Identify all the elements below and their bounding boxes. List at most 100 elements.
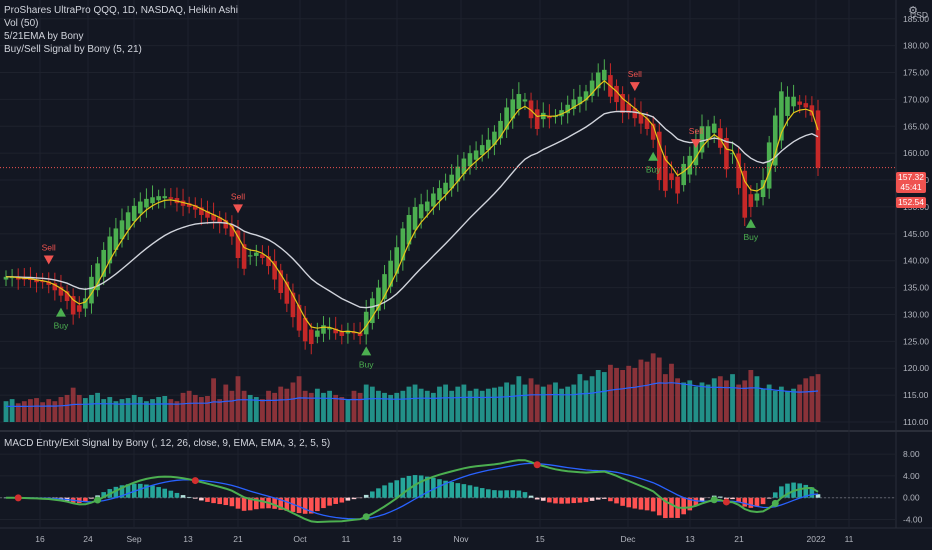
macd-histogram-bar <box>363 494 369 498</box>
macd-histogram-bar <box>754 497 760 507</box>
candle-body <box>626 103 632 113</box>
candle-body <box>199 207 204 215</box>
candle-body <box>522 99 528 102</box>
candle-body <box>595 72 601 89</box>
volume-bar <box>546 384 552 422</box>
candle-body <box>650 123 656 140</box>
candle-body <box>9 276 15 279</box>
macd-tick-label: 8.00 <box>903 449 920 459</box>
macd-histogram-bar <box>559 497 564 504</box>
candle-body <box>644 118 650 129</box>
volume-bar <box>394 392 400 422</box>
candle-body <box>565 104 570 114</box>
price-tick-label: 165.00 <box>903 121 929 131</box>
macd-histogram-bar <box>382 485 387 498</box>
volume-bar <box>131 394 137 422</box>
macd-histogram-bar <box>180 495 186 498</box>
time-tick-label: 24 <box>83 534 93 544</box>
volume-ma-line <box>5 382 819 407</box>
candle-body <box>254 252 259 256</box>
volume-bar <box>717 376 723 422</box>
macd-histogram-bar <box>119 485 125 498</box>
volume-bar <box>620 370 626 422</box>
price-tick-label: 175.00 <box>903 68 929 78</box>
volume-bar <box>113 401 119 422</box>
volume-bar <box>791 388 796 422</box>
volume-bar <box>89 394 94 422</box>
macd-histogram-bar <box>308 497 314 514</box>
volume-bar <box>186 390 192 422</box>
macd-histogram-bar <box>528 495 534 498</box>
time-tick-label: 19 <box>392 534 402 544</box>
legend-vol[interactable]: Vol (50) <box>4 18 39 29</box>
volume-bar <box>626 365 632 422</box>
candle-body <box>83 298 88 309</box>
candle-body <box>406 215 412 245</box>
candle-body <box>370 298 375 324</box>
volume-bar <box>260 399 265 422</box>
candle-body <box>76 305 82 312</box>
macd-cross-dot <box>533 461 541 469</box>
macd-histogram-bar <box>95 495 100 498</box>
candle-body <box>131 205 137 222</box>
macd-histogram-bar <box>516 490 522 498</box>
macd-histogram-bar <box>406 475 412 498</box>
candle-body <box>589 80 595 96</box>
volume-bar <box>785 390 790 422</box>
candle-body <box>559 110 564 117</box>
macd-histogram-bar <box>217 497 222 505</box>
time-tick-label: 11 <box>845 534 854 544</box>
legend-ema[interactable]: 5/21EMA by Bony <box>4 31 84 42</box>
candle-body <box>479 145 485 156</box>
volume-bar <box>724 380 729 422</box>
volume-bar <box>473 388 479 422</box>
candle-body <box>278 270 284 293</box>
macd-histogram-bar <box>351 497 357 500</box>
volume-bar <box>52 401 58 422</box>
candle-body <box>217 217 222 224</box>
legend-macd[interactable]: MACD Entry/Exit Signal by Bony (, 12, 26… <box>4 438 331 449</box>
macd-histogram-bar <box>473 486 479 498</box>
volume-bar <box>333 394 339 422</box>
candle-body <box>211 214 216 221</box>
volume-bar <box>119 399 125 422</box>
volume-bar <box>638 359 644 422</box>
volume-bar <box>400 390 406 422</box>
volume-bar <box>15 403 21 422</box>
candle-body <box>192 205 198 210</box>
price-tick-label: 125.00 <box>903 336 929 346</box>
candle-body <box>229 224 235 237</box>
macd-cross-dot <box>191 477 199 485</box>
legend-top: ProShares UltraPro QQQ, 1D, NASDAQ, Heik… <box>4 4 238 56</box>
candle-body <box>540 112 546 120</box>
macd-tick-label: -4.00 <box>903 514 923 524</box>
legend-symbol[interactable]: ProShares UltraPro QQQ, 1D, NASDAQ, Heik… <box>4 5 238 16</box>
candle-body <box>40 280 45 283</box>
sell-signal-arrow <box>43 255 54 265</box>
macd-histogram-bar <box>388 482 393 498</box>
candle-body <box>22 278 27 280</box>
volume-bar <box>528 378 534 422</box>
legend-signal[interactable]: Buy/Sell Signal by Bony (5, 21) <box>4 44 142 55</box>
candle-body <box>656 131 662 181</box>
candle-body <box>638 113 644 124</box>
candle-body <box>711 123 717 133</box>
macd-histogram-bar <box>736 497 741 503</box>
candle-body <box>675 176 680 194</box>
volume-bar <box>540 386 546 422</box>
candle-body <box>766 142 772 189</box>
macd-histogram-bar <box>156 487 161 498</box>
macd-histogram-bar <box>467 485 473 498</box>
price-tick-label: 170.00 <box>903 94 929 104</box>
buy-signal-arrow <box>745 218 756 228</box>
candle-body <box>89 276 94 304</box>
candle-body <box>681 163 686 186</box>
macd-histogram-bar <box>730 497 735 500</box>
volume-bar <box>461 384 467 422</box>
sell-signal-label: Sell <box>689 126 703 136</box>
volume-bar <box>669 363 674 422</box>
settings-gear-icon[interactable]: ⚙ <box>908 5 918 17</box>
macd-histogram-bar <box>522 492 528 498</box>
